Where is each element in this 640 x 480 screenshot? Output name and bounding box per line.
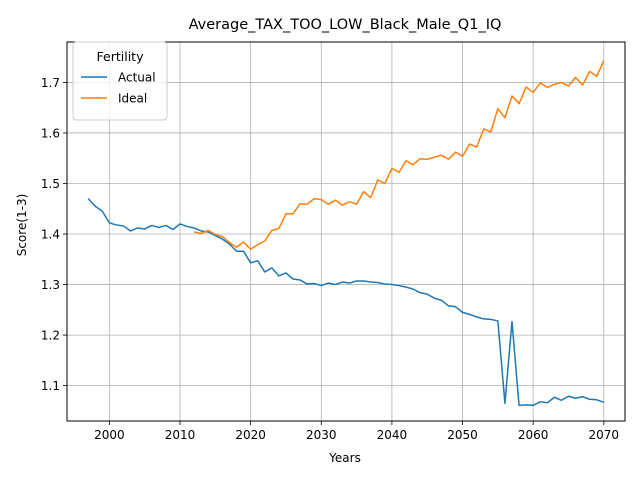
x-tick-label: 2030 (306, 428, 337, 442)
y-tick-label: 1.4 (41, 228, 60, 242)
legend-label-actual: Actual (118, 71, 156, 85)
series-line-ideal (193, 60, 605, 250)
series-line-actual (87, 198, 605, 407)
y-axis-label: Score(1-3) (15, 194, 29, 257)
x-axis-ticks: 2000 2010 2020 2030 2040 2050 2060 2070 (94, 421, 619, 442)
plot-frame (66, 41, 626, 422)
legend-box (72, 41, 168, 121)
x-tick-label: 2000 (94, 428, 125, 442)
legend: Fertility Actual Ideal (72, 41, 168, 121)
legend-label-ideal: Ideal (118, 92, 147, 106)
y-axis-ticks: 1.1 1.2 1.3 1.4 1.5 1.6 1.7 (41, 76, 67, 393)
x-tick-label: 2010 (165, 428, 196, 442)
chart-title: Average_TAX_TOO_LOW_Black_Male_Q1_IQ (189, 17, 502, 33)
y-tick-label: 1.1 (41, 379, 60, 393)
grid-lines (67, 42, 625, 421)
y-tick-label: 1.2 (41, 329, 60, 343)
y-tick-label: 1.5 (41, 177, 60, 191)
x-axis-label: Years (328, 451, 361, 465)
y-tick-label: 1.7 (41, 76, 60, 90)
x-tick-label: 2070 (589, 428, 620, 442)
y-tick-label: 1.3 (41, 278, 60, 292)
series-lines (87, 60, 605, 407)
x-tick-label: 2020 (235, 428, 266, 442)
legend-title: Fertility (97, 49, 145, 64)
x-tick-label: 2050 (447, 428, 478, 442)
x-tick-label: 2040 (377, 428, 408, 442)
x-tick-label: 2060 (518, 428, 549, 442)
y-tick-label: 1.6 (41, 126, 60, 140)
